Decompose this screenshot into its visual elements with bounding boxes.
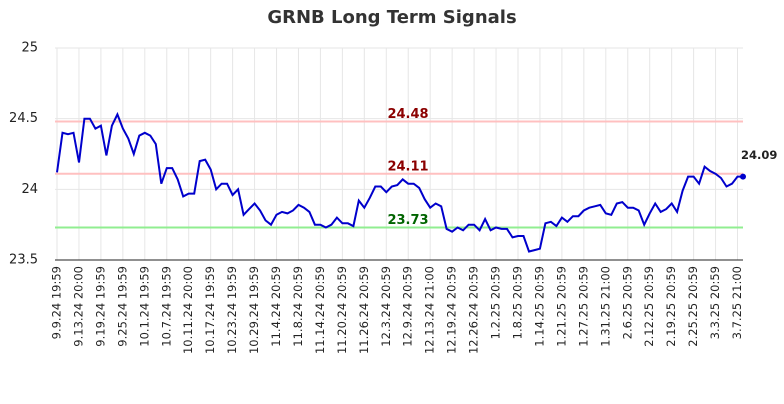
x-tick-label: 11.8.24 20:59 — [291, 266, 305, 347]
x-tick-label: 1.8.25 20:59 — [510, 266, 524, 339]
x-tick-label: 3.7.25 21:00 — [730, 266, 744, 339]
x-tick-label: 2.25.25 20:59 — [686, 266, 700, 347]
x-tick-label: 10.11.24 20:00 — [181, 266, 195, 354]
x-tick-label: 11.14.24 20:59 — [313, 266, 327, 354]
y-tick-label: 24 — [21, 182, 38, 197]
x-tick-label: 10.1.24 19:59 — [137, 266, 151, 347]
signal-label: 24.11 — [387, 159, 428, 174]
x-tick-label: 1.2.25 20:59 — [489, 266, 503, 339]
signal-label: 24.48 — [387, 107, 428, 122]
y-tick-label: 24.5 — [9, 111, 38, 126]
last-point — [740, 173, 746, 180]
x-tick-label: 12.3.24 20:59 — [379, 266, 393, 347]
y-tick-label: 25 — [21, 41, 38, 56]
x-tick-label: 9.9.24 19:59 — [50, 266, 64, 339]
price-line — [56, 111, 743, 253]
x-tick-label: 11.20.24 20:59 — [335, 266, 349, 354]
x-tick-label: 12.13.24 21:00 — [423, 266, 437, 354]
x-tick-label: 11.26.24 20:59 — [357, 266, 371, 354]
x-tick-label: 12.9.24 20:59 — [401, 266, 415, 347]
x-tick-label: 12.26.24 20:59 — [467, 266, 481, 354]
x-tick-label: 2.19.25 20:59 — [664, 266, 678, 347]
x-tick-label: 10.29.24 19:59 — [247, 266, 261, 354]
x-tick-label: 1.21.25 20:59 — [554, 266, 568, 347]
x-tick-label: 10.23.24 19:59 — [225, 266, 239, 354]
x-tick-label: 9.25.24 19:59 — [115, 266, 129, 347]
x-tick-label: 1.14.25 20:59 — [532, 266, 546, 347]
x-tick-label: 10.17.24 19:59 — [203, 266, 217, 354]
x-tick-label: 1.27.25 20:59 — [576, 266, 590, 347]
x-tick-label: 10.7.24 19:59 — [159, 266, 173, 347]
x-tick-label: 2.12.25 20:59 — [642, 266, 656, 347]
x-tick-label: 9.13.24 20:00 — [71, 266, 85, 347]
x-tick-label: 2.6.25 20:59 — [620, 266, 634, 339]
x-tick-label: 11.4.24 20:59 — [269, 266, 283, 347]
x-tick-label: 9.19.24 19:59 — [93, 266, 107, 347]
x-tick-label: 12.19.24 20:59 — [445, 266, 459, 354]
chart-title: GRNB Long Term Signals — [267, 7, 516, 28]
signal-label: 23.73 — [387, 213, 428, 228]
x-tick-label: 3.3.25 20:59 — [708, 266, 722, 339]
x-tick-label: 1.31.25 21:00 — [598, 266, 612, 347]
y-tick-label: 23.5 — [9, 253, 38, 268]
last-value-label: 24.09 — [741, 148, 777, 162]
